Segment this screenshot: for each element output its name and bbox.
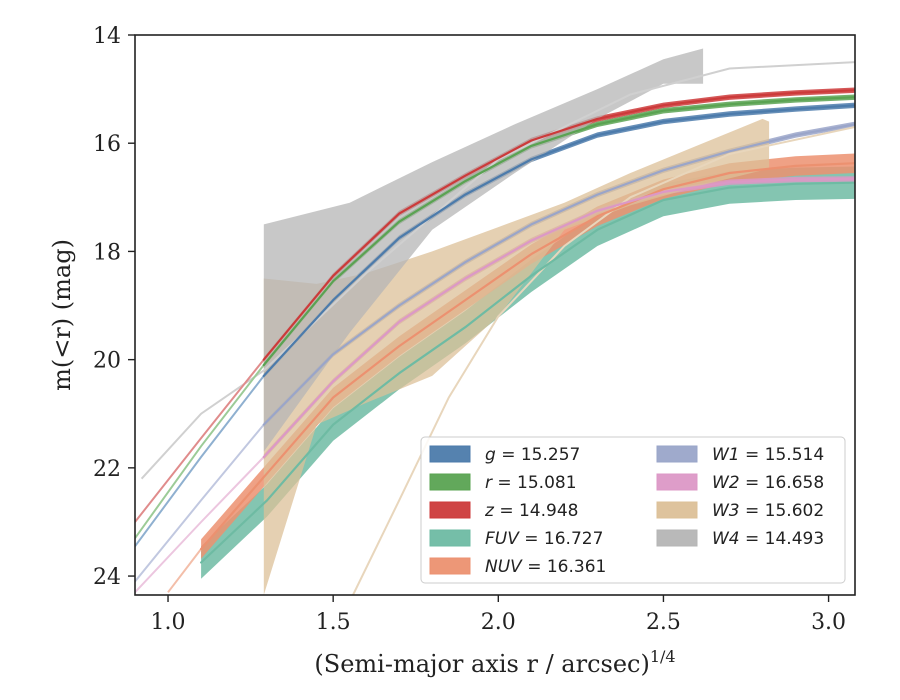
- x-axis-label: (Semi-major axis r / arcsec)1/4: [314, 647, 675, 678]
- legend-label-fuv: FUV = 16.727: [485, 529, 603, 549]
- legend-swatch-w3: [656, 501, 698, 519]
- legend-swatch-w1: [656, 445, 698, 463]
- legend-swatch-nuv: [429, 557, 471, 575]
- legend-swatch-r: [429, 473, 471, 491]
- series-line-w2: [262, 177, 855, 459]
- extrapolation-line-z: [135, 358, 265, 523]
- extrapolation-line-w3: [352, 126, 855, 595]
- y-tick-label: 20: [93, 349, 121, 374]
- x-tick-label: 3.0: [811, 610, 846, 635]
- legend-swatch-w4: [656, 529, 698, 547]
- series-line-w1: [262, 123, 855, 426]
- legend-swatch-g: [429, 445, 471, 463]
- x-tick-label: 1.5: [316, 610, 351, 635]
- series-lines: [200, 89, 855, 564]
- y-tick-label: 18: [93, 240, 121, 265]
- legend-label-r: r = 15.081: [485, 473, 577, 493]
- x-tick-label: 2.5: [646, 610, 681, 635]
- legend-label-z: z = 14.948: [484, 501, 578, 521]
- plot-frame: [134, 34, 856, 596]
- x-tick-label: 1.0: [151, 610, 186, 635]
- extrapolation-line-r: [135, 364, 265, 539]
- y-axis-ticks: 14 16 18 20 22 24: [93, 24, 135, 590]
- series-line-nuv: [200, 162, 855, 551]
- x-axis-ticks: 1.0 1.5 2.0 2.5 3.0: [151, 595, 846, 635]
- legend-label-w4: W4 = 14.493: [712, 529, 824, 549]
- legend: g = 15.257 r = 15.081 z = 14.948 FUV = 16.7…: [420, 436, 846, 584]
- series-line-g: [262, 104, 855, 377]
- legend-swatch-fuv: [429, 529, 471, 547]
- extrapolation-line-w1: [135, 423, 265, 583]
- legend-label-w2: W2 = 16.658: [712, 473, 824, 493]
- uncertainty-bands: [201, 48, 855, 595]
- legend-swatch-z: [429, 501, 471, 519]
- series-line-z: [262, 89, 855, 361]
- y-tick-label: 14: [93, 24, 121, 49]
- y-tick-label: 22: [93, 457, 121, 482]
- legend-label-w1: W1 = 15.514: [712, 445, 824, 465]
- y-axis-label: m(<r) (mag): [48, 239, 76, 391]
- legend-label-w3: W3 = 15.602: [712, 501, 824, 521]
- series-line-r: [262, 96, 855, 367]
- y-tick-label: 24: [93, 565, 121, 590]
- legend-box: [420, 436, 846, 584]
- series-line-fuv: [200, 181, 855, 564]
- extrapolation-line-nuv: [167, 548, 202, 593]
- extrapolation-line-w2: [135, 456, 265, 593]
- band-w3: [263, 118, 770, 595]
- band-w4: [263, 48, 704, 452]
- legend-label-g: g = 15.257: [485, 445, 580, 465]
- x-tick-label: 2.0: [481, 610, 516, 635]
- y-tick-label: 16: [93, 132, 121, 157]
- legend-label-nuv: NUV = 16.361: [485, 557, 606, 577]
- legend-swatch-w2: [656, 473, 698, 491]
- extrapolation-line-g: [135, 375, 265, 547]
